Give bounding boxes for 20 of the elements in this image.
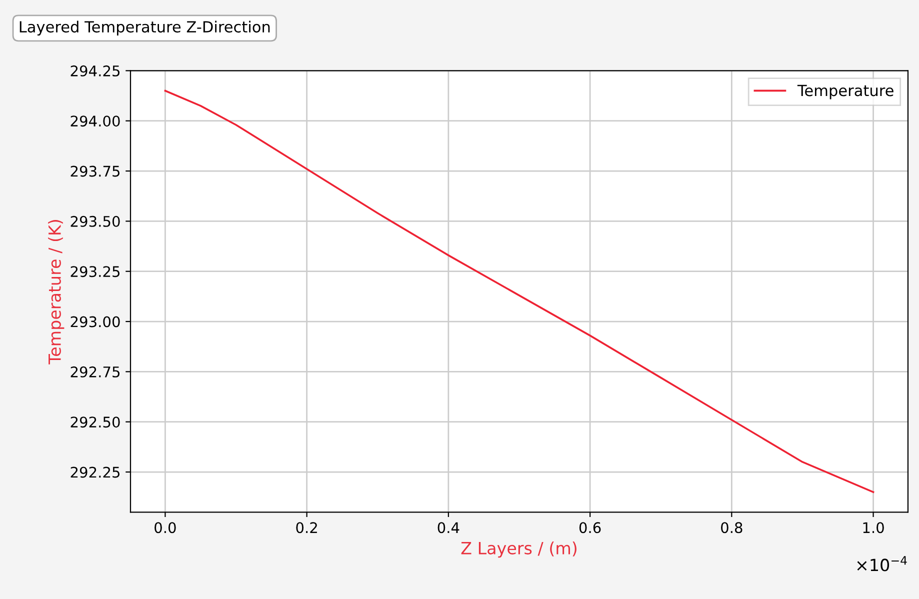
y-tick-label: 293.25: [70, 266, 120, 278]
x-tick-label: 0.2: [296, 522, 317, 534]
x-tick-label: 0.6: [579, 522, 601, 534]
y-tick-label: 292.25: [70, 466, 120, 478]
y-tick-label: 293.50: [70, 216, 120, 227]
x-axis-title: Z Layers / (m): [461, 542, 576, 558]
text: ×10$^{−4}$: [857, 556, 907, 572]
chart-title: Layered Temperature Z-Direction: [20, 20, 270, 36]
x-tick-label: 0.8: [721, 522, 742, 534]
y-tick-label: 294.25: [70, 65, 120, 76]
x-tick-label: 0.4: [438, 522, 460, 534]
legend-label: Temperature: [797, 84, 894, 100]
y-tick-label: 293.75: [70, 166, 120, 177]
y-axis-title: Temperature / (K): [48, 220, 64, 364]
y-tick-label: 293.00: [70, 316, 120, 328]
x-tick-label: 0.0: [154, 522, 176, 534]
y-tick-label: 292.75: [70, 366, 120, 378]
x-tick-label: 1.0: [863, 522, 884, 534]
y-tick-label: 294.00: [70, 116, 120, 127]
y-tick-label: 292.50: [70, 416, 120, 428]
